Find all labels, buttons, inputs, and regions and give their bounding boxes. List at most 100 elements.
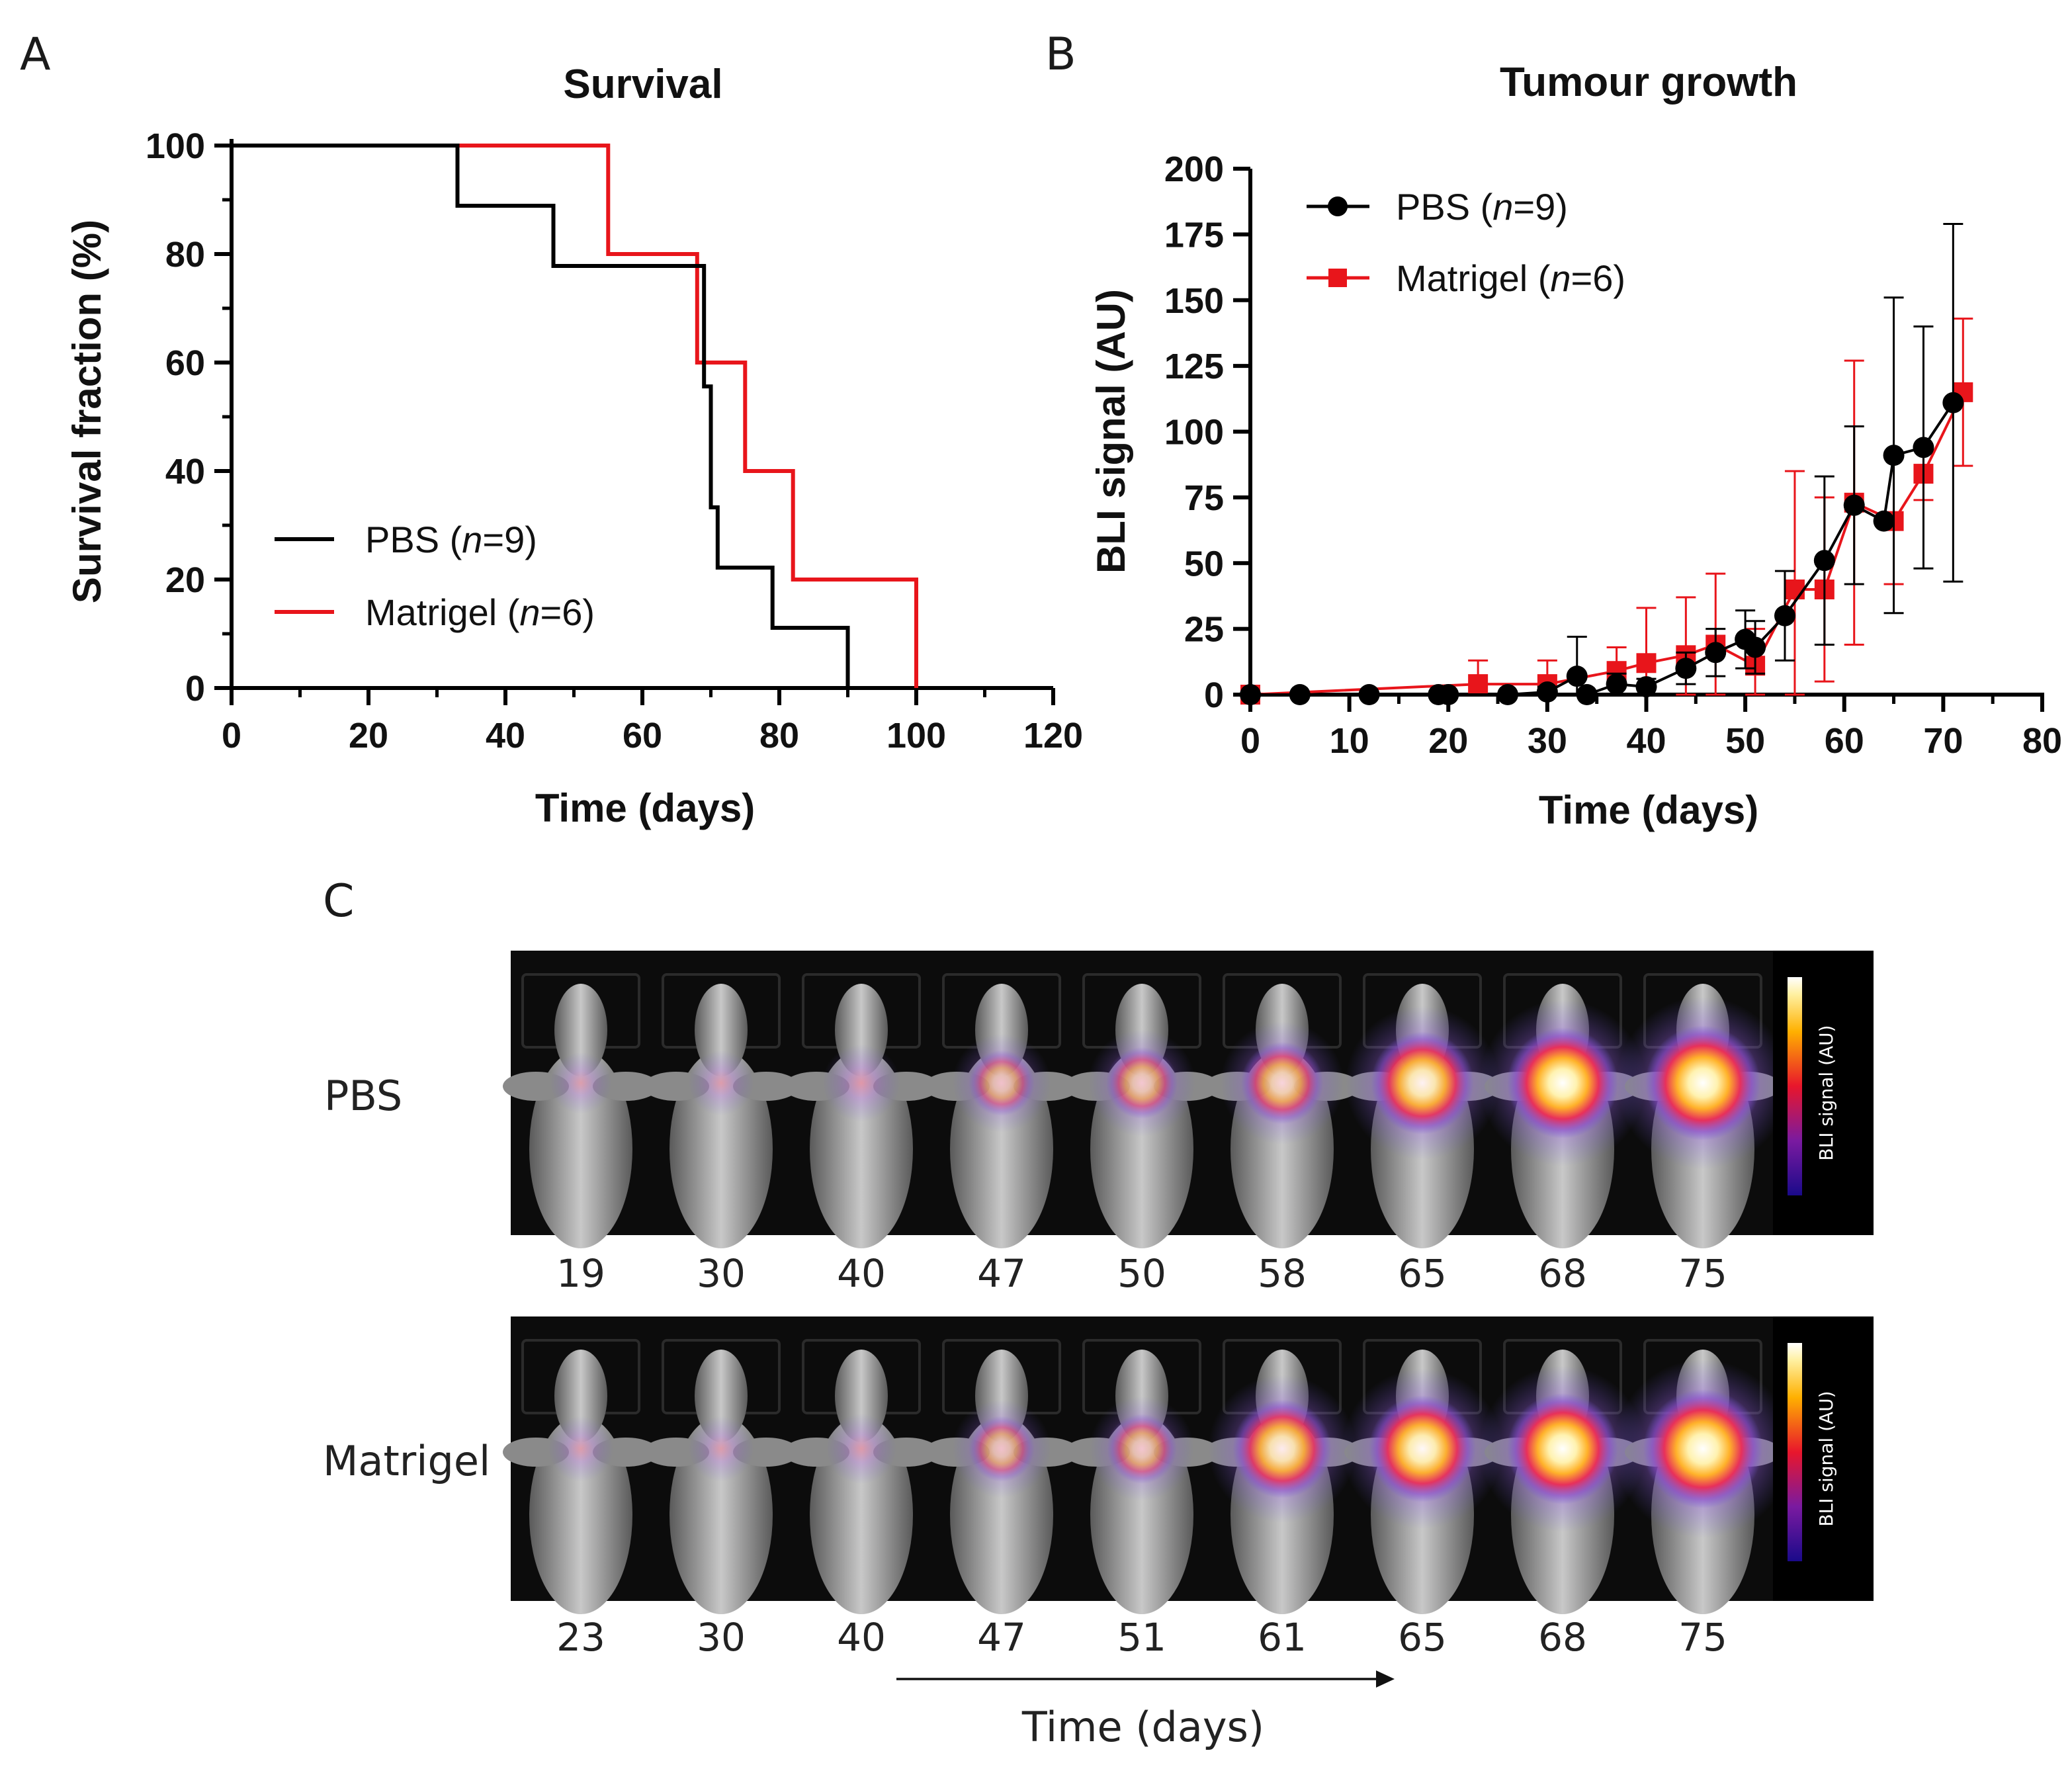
y-tick-label: 175: [1164, 215, 1224, 255]
bli-signal-core: [969, 1050, 1035, 1116]
bli-signal-core: [1105, 1047, 1178, 1119]
day-label: 61: [1258, 1615, 1307, 1660]
data-point-pbs: [1675, 658, 1697, 679]
y-tick-label: 25: [1184, 610, 1224, 650]
data-point-pbs: [1576, 684, 1598, 705]
legend-label-pbs: PBS (n=9): [365, 519, 537, 560]
data-point-pbs: [1705, 642, 1727, 664]
y-tick-label: 200: [1164, 150, 1224, 189]
data-point-pbs: [1240, 684, 1261, 705]
day-label: 50: [1117, 1251, 1166, 1296]
tumour-x-label: Time (days): [1539, 788, 1758, 832]
bli-signal-core: [1507, 1393, 1618, 1504]
tumour-y-label: BLI signal (AU): [1089, 289, 1133, 574]
x-tick-label: 60: [623, 716, 662, 755]
day-label: 47: [977, 1251, 1026, 1296]
x-tick-label: 100: [886, 716, 946, 755]
mouse-frame: [1204, 973, 1360, 1248]
y-tick-label: 75: [1184, 478, 1224, 518]
x-tick-label: 120: [1023, 716, 1083, 755]
mouse-frame: [1064, 973, 1220, 1248]
mouse-frame: [1342, 1339, 1503, 1614]
day-label: 47: [977, 1615, 1026, 1660]
y-tick-label: 20: [165, 560, 205, 600]
panel-label-c: C: [323, 875, 354, 927]
y-tick-label: 125: [1164, 347, 1224, 386]
series-pbs: [1240, 222, 1964, 705]
bli-signal-core: [1107, 1414, 1177, 1484]
data-point-pbs: [1883, 445, 1905, 466]
y-tick-label: 100: [1164, 413, 1224, 453]
survival-title: Survival: [563, 62, 722, 107]
x-tick-label: 80: [759, 716, 799, 755]
day-label: 68: [1538, 1615, 1587, 1660]
time-arrow: [896, 1670, 1395, 1688]
day-label: 65: [1398, 1615, 1447, 1660]
tumour-x-ticks: 0 10 20 30 40 50 60 70 80: [1240, 695, 2062, 761]
colorbar-label: BLI signal (AU): [1815, 1391, 1837, 1526]
bli-signal-core: [1371, 1031, 1474, 1135]
x-tick-label: 10: [1330, 721, 1369, 761]
y-tick-label: 0: [1204, 675, 1224, 715]
mouse-frame: [503, 973, 659, 1248]
colorbar-gradient: [1788, 1343, 1802, 1561]
survival-series: [232, 144, 918, 688]
y-tick-label: 40: [165, 452, 205, 492]
bli-signal-core: [1645, 1025, 1760, 1141]
mouse-frame: [924, 973, 1080, 1248]
bli-signal-core: [969, 1416, 1035, 1482]
tumour-series: [1240, 222, 1973, 705]
data-point-pbs: [1843, 494, 1865, 516]
day-label: 51: [1117, 1615, 1166, 1660]
tumour-y-ticks: 0 25 50 75 100 125 150 175 200: [1164, 150, 1250, 715]
panel-label-a: A: [20, 28, 51, 81]
survival-y-label: Survival fraction (%): [65, 220, 109, 603]
mouse-frame: [1479, 1339, 1646, 1614]
day-label: 19: [556, 1251, 605, 1296]
data-point-pbs: [1774, 605, 1795, 626]
day-label: 58: [1258, 1251, 1307, 1296]
tumour-growth-chart: Tumour growth 0 25 50 75 100 125 150 175 200 0 10…: [1089, 60, 2062, 832]
day-label: 23: [556, 1615, 605, 1660]
y-tick-label: 100: [146, 126, 205, 166]
tumour-legend: PBS (n=9) Matrigel (n=6): [1307, 186, 1625, 299]
legend-label-pbs: PBS (n=9): [1396, 186, 1568, 228]
x-tick-label: 30: [1528, 721, 1567, 761]
x-tick-label: 80: [2022, 721, 2062, 761]
bli-signal-core: [1232, 1399, 1332, 1498]
legend-marker-matrigel: [1328, 269, 1347, 287]
survival-chart: Survival 0 20 40 60 80 100 0 20 40 60 80 100 120 Ti…: [65, 62, 1083, 830]
mouse-frame: [643, 1339, 799, 1614]
mouse-frame: [1064, 1339, 1220, 1614]
x-tick-label: 40: [486, 716, 525, 755]
y-tick-label: 50: [1184, 544, 1224, 583]
series-line-matrigel: [1250, 392, 1965, 696]
survival-x-ticks: 0 20 40 60 80 100 120: [222, 688, 1083, 755]
day-label: 30: [697, 1615, 746, 1660]
bli-signal-core: [1507, 1027, 1618, 1139]
data-point-pbs: [1606, 673, 1627, 695]
mouse-frame: [783, 1339, 939, 1614]
day-label: 68: [1538, 1251, 1587, 1296]
day-label: 75: [1678, 1615, 1727, 1660]
mouse-frame: [1479, 973, 1646, 1248]
mouse-frame: [1614, 1339, 1792, 1614]
row-label-pbs: PBS: [324, 1072, 402, 1120]
bli-signal-halo: [826, 1413, 897, 1485]
x-tick-label: 70: [1923, 721, 1963, 761]
survival-legend: PBS (n=9) Matrigel (n=6): [275, 519, 595, 633]
row-label-matrigel: Matrigel: [323, 1437, 490, 1485]
data-point-pbs: [1635, 676, 1657, 698]
x-tick-label: 0: [222, 716, 241, 755]
mouse-frame: [1344, 973, 1500, 1248]
day-label: 40: [837, 1251, 886, 1296]
bli-signal-core: [1240, 1041, 1324, 1125]
tumour-title: Tumour growth: [1500, 60, 1797, 105]
bli-signal-halo: [548, 1416, 614, 1482]
time-arrow-head: [1376, 1670, 1395, 1688]
day-label: 40: [837, 1615, 886, 1660]
mouse-head: [554, 984, 607, 1076]
y-tick-label: 80: [165, 235, 205, 275]
data-point-pbs: [1745, 636, 1766, 658]
